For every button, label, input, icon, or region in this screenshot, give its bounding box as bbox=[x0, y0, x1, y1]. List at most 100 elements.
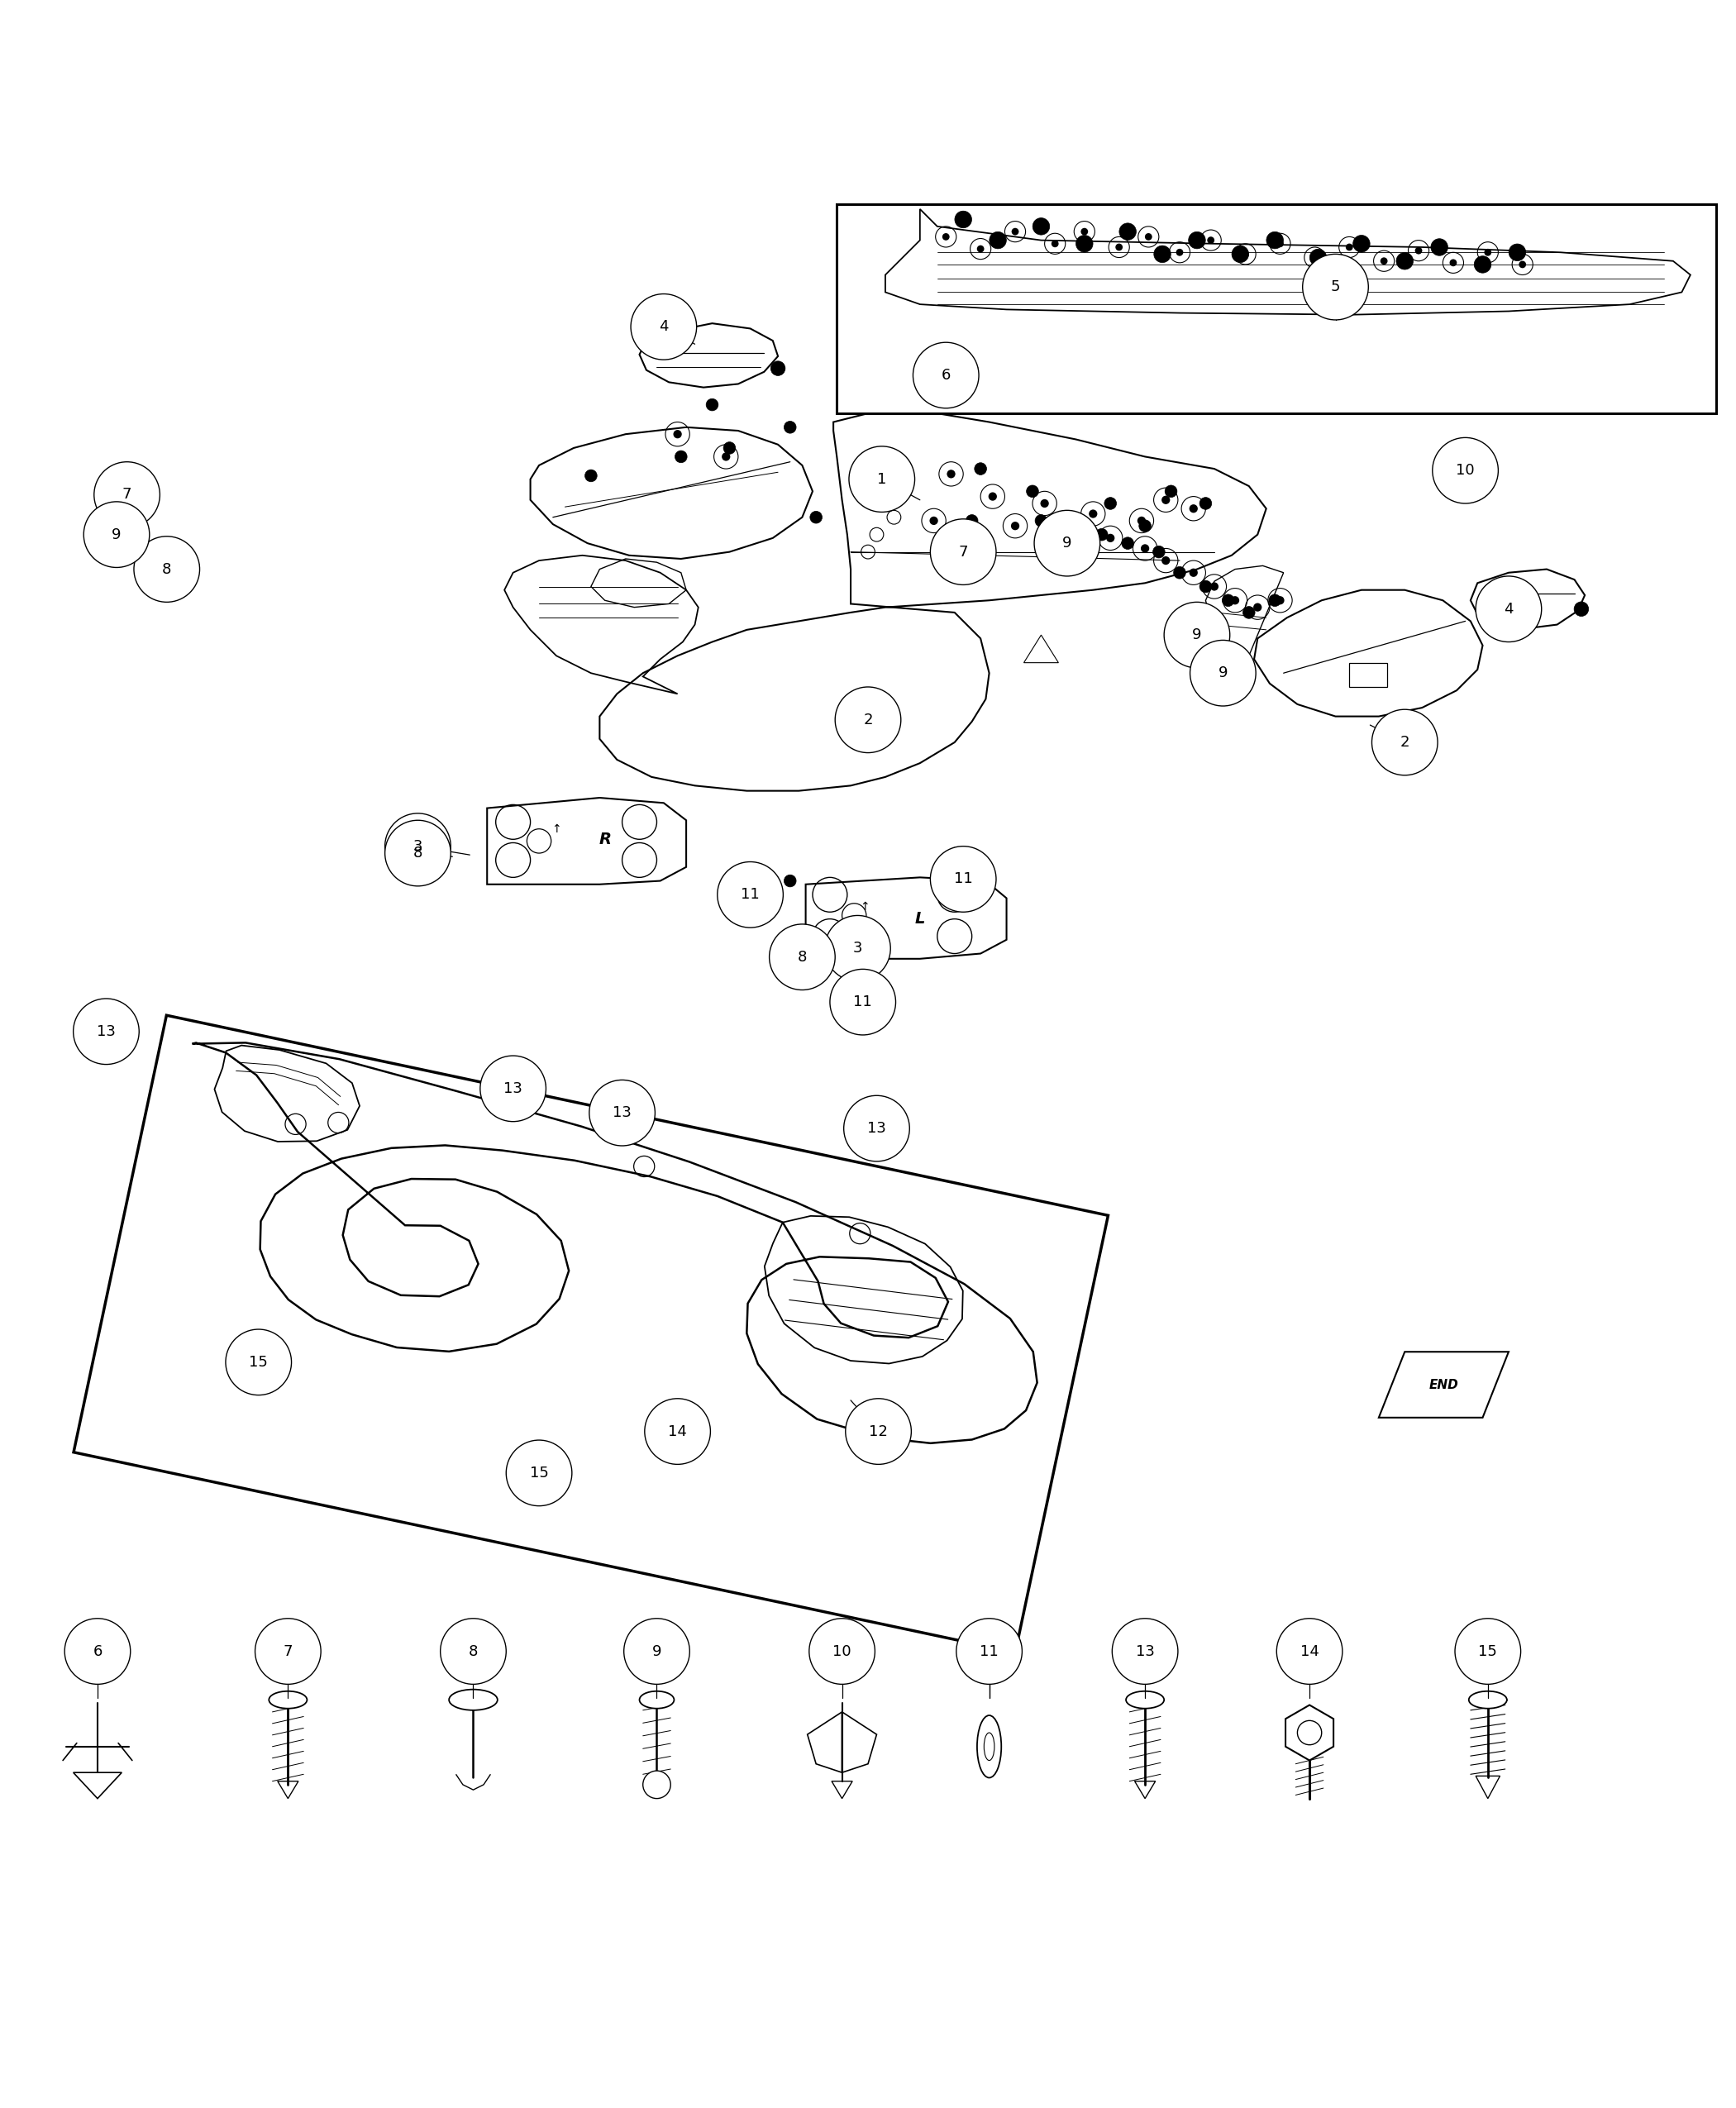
Circle shape bbox=[930, 845, 996, 913]
Circle shape bbox=[722, 453, 731, 462]
Circle shape bbox=[1076, 236, 1094, 253]
Circle shape bbox=[507, 1440, 571, 1505]
Circle shape bbox=[955, 211, 972, 228]
Circle shape bbox=[1231, 597, 1240, 605]
Circle shape bbox=[1430, 238, 1448, 255]
Circle shape bbox=[1509, 245, 1526, 261]
Circle shape bbox=[1033, 217, 1050, 234]
Circle shape bbox=[988, 493, 996, 502]
Circle shape bbox=[1519, 261, 1526, 268]
Text: 1: 1 bbox=[877, 472, 887, 487]
Text: 3: 3 bbox=[852, 940, 863, 955]
Text: 7: 7 bbox=[958, 544, 969, 559]
Circle shape bbox=[1010, 521, 1019, 531]
Ellipse shape bbox=[1469, 1691, 1507, 1707]
Circle shape bbox=[785, 422, 797, 434]
Circle shape bbox=[644, 1398, 710, 1465]
Circle shape bbox=[1432, 438, 1498, 504]
Text: 8: 8 bbox=[797, 949, 807, 965]
Circle shape bbox=[1200, 580, 1212, 592]
Text: 9: 9 bbox=[111, 527, 122, 542]
Circle shape bbox=[965, 514, 977, 527]
Text: 6: 6 bbox=[941, 369, 951, 384]
Circle shape bbox=[990, 232, 1007, 249]
Circle shape bbox=[1276, 1619, 1342, 1684]
Circle shape bbox=[73, 999, 139, 1065]
Circle shape bbox=[957, 1619, 1023, 1684]
Circle shape bbox=[1161, 557, 1170, 565]
Circle shape bbox=[385, 814, 451, 879]
Circle shape bbox=[1302, 255, 1368, 320]
Circle shape bbox=[255, 1619, 321, 1684]
Circle shape bbox=[1154, 247, 1170, 264]
Text: END: END bbox=[1429, 1379, 1458, 1391]
Circle shape bbox=[946, 470, 955, 479]
Circle shape bbox=[385, 820, 451, 885]
Circle shape bbox=[1266, 232, 1283, 249]
Circle shape bbox=[1174, 567, 1186, 580]
Circle shape bbox=[1153, 546, 1165, 559]
Circle shape bbox=[481, 1056, 545, 1121]
Circle shape bbox=[1121, 538, 1134, 550]
Circle shape bbox=[755, 866, 767, 879]
Text: R: R bbox=[599, 831, 611, 847]
Ellipse shape bbox=[269, 1691, 307, 1707]
Circle shape bbox=[1476, 575, 1542, 643]
Text: 13: 13 bbox=[503, 1081, 523, 1096]
Text: 2: 2 bbox=[863, 713, 873, 727]
Circle shape bbox=[1106, 533, 1115, 542]
Text: 9: 9 bbox=[653, 1644, 661, 1659]
Circle shape bbox=[930, 519, 996, 584]
Text: 15: 15 bbox=[248, 1355, 267, 1370]
Text: ↑: ↑ bbox=[859, 900, 870, 913]
Circle shape bbox=[83, 502, 149, 567]
Circle shape bbox=[1276, 597, 1285, 605]
Circle shape bbox=[1116, 245, 1123, 251]
Circle shape bbox=[849, 447, 915, 512]
Circle shape bbox=[1161, 495, 1170, 504]
Circle shape bbox=[771, 360, 785, 375]
Text: 8: 8 bbox=[413, 845, 422, 860]
Text: 3: 3 bbox=[413, 839, 422, 854]
Circle shape bbox=[809, 1619, 875, 1684]
Text: 12: 12 bbox=[870, 1425, 887, 1440]
Text: 9: 9 bbox=[1219, 666, 1227, 681]
Circle shape bbox=[977, 245, 984, 253]
Text: 14: 14 bbox=[1300, 1644, 1319, 1659]
Circle shape bbox=[1311, 253, 1318, 261]
Text: 7: 7 bbox=[283, 1644, 293, 1659]
Circle shape bbox=[1141, 544, 1149, 552]
Text: 9: 9 bbox=[1062, 535, 1071, 550]
Circle shape bbox=[642, 1771, 670, 1798]
Ellipse shape bbox=[1127, 1691, 1165, 1707]
Circle shape bbox=[1082, 228, 1088, 236]
Circle shape bbox=[1175, 249, 1184, 255]
Circle shape bbox=[943, 234, 950, 240]
Circle shape bbox=[1026, 485, 1038, 497]
Text: 5: 5 bbox=[1332, 280, 1340, 295]
Circle shape bbox=[1233, 247, 1248, 264]
Circle shape bbox=[1380, 257, 1387, 266]
Circle shape bbox=[1575, 601, 1588, 616]
Circle shape bbox=[134, 535, 200, 603]
Circle shape bbox=[1139, 521, 1151, 531]
Circle shape bbox=[630, 293, 696, 360]
Text: 8: 8 bbox=[161, 561, 172, 578]
Circle shape bbox=[1189, 569, 1198, 578]
Circle shape bbox=[1095, 529, 1108, 540]
Circle shape bbox=[707, 398, 719, 411]
Text: 11: 11 bbox=[741, 887, 760, 902]
Circle shape bbox=[1455, 1619, 1521, 1684]
Circle shape bbox=[1243, 607, 1255, 618]
Text: L: L bbox=[915, 911, 925, 928]
Circle shape bbox=[1035, 514, 1047, 527]
Polygon shape bbox=[1286, 1705, 1333, 1760]
Text: 8: 8 bbox=[469, 1644, 477, 1659]
Circle shape bbox=[1191, 641, 1255, 706]
Circle shape bbox=[1057, 521, 1066, 531]
Text: ↑: ↑ bbox=[552, 822, 561, 835]
Circle shape bbox=[226, 1330, 292, 1395]
Ellipse shape bbox=[639, 1691, 674, 1707]
Circle shape bbox=[1189, 504, 1198, 512]
Circle shape bbox=[830, 970, 896, 1035]
